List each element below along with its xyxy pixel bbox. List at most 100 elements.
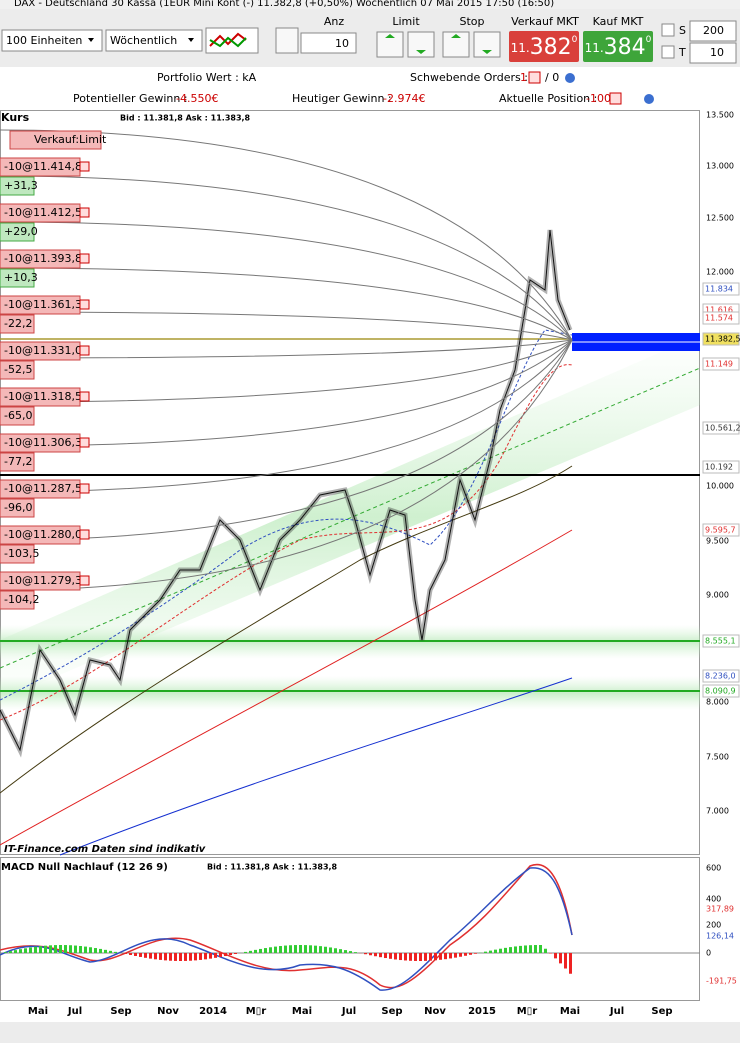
pnl-box: [0, 314, 35, 334]
period: Wöchentlich: [110, 34, 177, 47]
s-checkbox[interactable]: [661, 23, 675, 37]
s-value: 200: [703, 24, 724, 37]
macd-bar: [209, 953, 212, 959]
order-cancel: [79, 437, 90, 448]
pnl: -65,0: [4, 409, 32, 422]
x-axis-label: 2014: [199, 1006, 227, 1017]
pnl-box: [0, 452, 35, 472]
fan-line: [0, 339, 573, 493]
macd-bar: [84, 946, 87, 953]
macd-bar: [544, 948, 547, 953]
macd-bar: [234, 953, 237, 954]
price-tag: 8.236,0: [705, 672, 736, 681]
x-axis-label: Mai: [292, 1006, 312, 1017]
macd-axis-label: 200: [706, 921, 721, 930]
order: -10@11.393,8: [4, 252, 82, 265]
macd-bar: [139, 953, 142, 957]
fan-line: [0, 339, 573, 403]
limit-label: Limit: [392, 15, 420, 28]
x-axis-label: Sep: [110, 1006, 131, 1017]
x-axis-label: Jul: [341, 1006, 356, 1017]
macd-bar: [74, 945, 77, 953]
pnl: -77,2: [4, 455, 32, 468]
buy-label: Kauf MKT: [593, 15, 644, 28]
qty-label: Anz: [324, 15, 344, 28]
s-input[interactable]: [689, 20, 737, 42]
period-select[interactable]: [105, 29, 203, 52]
order: -10@11.279,3: [4, 574, 82, 587]
x-axis-label: Jul: [609, 1006, 624, 1017]
pnl-box: [0, 498, 35, 518]
macd-bar: [469, 953, 472, 955]
t-checkbox[interactable]: [661, 45, 675, 59]
macd-bar: [409, 953, 412, 961]
fan-line: [0, 129, 573, 341]
pending-a: 1: [520, 71, 527, 84]
price-tag: 11.382,5: [705, 335, 740, 344]
pnl-box: [0, 360, 35, 380]
macd-bar: [379, 953, 382, 958]
potential: -4.550€: [176, 92, 218, 105]
units-select[interactable]: [1, 29, 103, 52]
macd-bar: [274, 946, 277, 953]
macd-bar: [69, 945, 72, 953]
macd-bar: [509, 947, 512, 953]
order-cancel: [79, 575, 90, 586]
macd-bar: [254, 949, 257, 953]
x-axis-label: M▯r: [517, 1006, 537, 1017]
order-cancel: [79, 299, 90, 310]
price-tag-bg: [702, 460, 740, 474]
macd-bar: [414, 953, 417, 961]
macd-bar: [299, 945, 302, 953]
macd-bar: [334, 948, 337, 953]
pnl: +29,0: [4, 225, 38, 238]
chart-frame: [0, 110, 700, 855]
macd-bar: [94, 948, 97, 953]
macd-bar: [389, 953, 392, 959]
order-button: Verkauf:Limit: [34, 133, 107, 146]
macd-bar: [244, 951, 247, 953]
macd-bar: [339, 949, 342, 953]
price-axis-label: 10.000: [706, 482, 734, 491]
price-tag-bg: [702, 421, 740, 435]
order-cancel: [79, 253, 90, 264]
pending-b: / 0: [545, 71, 559, 84]
macd-frame: [0, 857, 700, 1001]
x-axis-label: Nov: [424, 1006, 446, 1017]
buy-price: 11.3840: [585, 35, 652, 61]
macd-bar: [424, 953, 427, 961]
order-cancel: [79, 161, 90, 172]
macd-bar: [124, 953, 127, 954]
portfolio: Portfolio Wert : kA: [157, 71, 257, 84]
order: -10@11.331,0: [4, 344, 82, 357]
qty-input[interactable]: [300, 32, 357, 54]
macd-bar: [349, 951, 352, 953]
macd-bar: [159, 953, 162, 960]
macd-bar: [329, 947, 332, 953]
t-input[interactable]: [689, 42, 737, 64]
macd-bar: [304, 945, 307, 953]
order: -10@11.318,5: [4, 390, 82, 403]
macd-bar: [384, 953, 387, 959]
macd-axis-label: 126,14: [706, 932, 734, 941]
pending-label: Schwebende Orders :: [410, 71, 528, 84]
macd-bar: [369, 953, 372, 956]
macd-bar: [289, 945, 292, 953]
macd-bar: [449, 953, 452, 959]
pnl: +10,3: [4, 271, 38, 284]
s-label: S: [679, 24, 686, 37]
macd-bar: [364, 953, 367, 955]
buy-button[interactable]: [583, 31, 653, 62]
macd-bar: [284, 945, 287, 953]
price-tag: 11.149: [705, 360, 733, 369]
macd-bar: [14, 950, 17, 953]
settings-button[interactable]: [275, 27, 299, 54]
macd-bar: [194, 953, 197, 961]
pnl-box: [0, 406, 35, 426]
qty: 10: [335, 37, 349, 50]
x-axis-label: Jul: [67, 1006, 82, 1017]
macd-bar: [199, 953, 202, 960]
macd-bar: [204, 953, 207, 960]
sell-button[interactable]: [509, 31, 579, 62]
